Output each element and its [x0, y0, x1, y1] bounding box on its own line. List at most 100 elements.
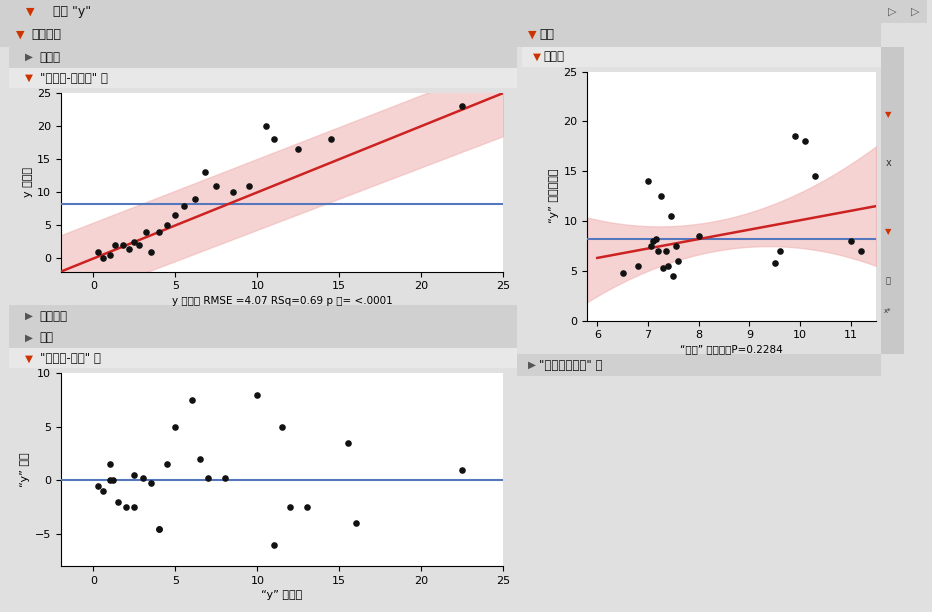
Point: [198, 168, 212, 177]
Point: [226, 187, 240, 197]
Point: [193, 454, 208, 464]
X-axis label: “药物” 杠杆率，P=0.2284: “药物” 杠杆率，P=0.2284: [680, 345, 783, 354]
Point: [185, 395, 199, 405]
Point: [144, 478, 158, 488]
Y-axis label: y 实际値: y 实际値: [22, 167, 33, 198]
Text: ▼: ▼: [24, 353, 33, 364]
Text: ▼: ▼: [26, 7, 34, 17]
Text: ▼: ▼: [885, 226, 892, 236]
Text: x: x: [885, 159, 891, 168]
Point: [103, 476, 117, 485]
Text: ▼: ▼: [528, 30, 537, 40]
Point: [111, 497, 126, 507]
Point: [127, 237, 142, 247]
Point: [643, 241, 658, 251]
Text: 回归图: 回归图: [40, 51, 61, 64]
Point: [656, 263, 671, 273]
Point: [152, 524, 167, 534]
Point: [107, 241, 122, 250]
Point: [267, 540, 281, 550]
Text: ▼: ▼: [16, 30, 24, 40]
Point: [646, 236, 661, 246]
Y-axis label: “y” 残差: “y” 残差: [21, 452, 31, 487]
Point: [258, 121, 273, 131]
Point: [144, 247, 158, 257]
Point: [349, 518, 363, 528]
Point: [808, 171, 823, 181]
Point: [116, 241, 130, 250]
Point: [152, 524, 167, 534]
Point: [648, 234, 663, 244]
Text: 杠杆图: 杠杆图: [543, 50, 565, 63]
Point: [159, 460, 174, 469]
Point: [127, 502, 142, 512]
Text: ▼: ▼: [885, 110, 892, 119]
Point: [96, 487, 111, 496]
Point: [664, 211, 678, 221]
Text: 药物: 药物: [539, 28, 554, 42]
Text: ▶: ▶: [528, 360, 536, 370]
Text: "最小二乘均值" 表: "最小二乘均值" 表: [539, 359, 603, 371]
Y-axis label: “y” 杠杆率残差: “y” 杠杆率残差: [549, 169, 559, 223]
Point: [103, 250, 117, 260]
Text: 效应汇总: 效应汇总: [40, 310, 68, 323]
Text: ▼: ▼: [24, 73, 33, 83]
Text: ▼: ▼: [533, 51, 541, 62]
Point: [767, 258, 782, 268]
Point: [640, 176, 655, 186]
Point: [90, 481, 105, 491]
Point: [630, 261, 645, 271]
Text: 失拟: 失拟: [40, 331, 54, 344]
Point: [854, 246, 869, 256]
Point: [217, 474, 232, 483]
Point: [843, 236, 858, 246]
Point: [299, 502, 314, 512]
Text: "预测值-残差" 图: "预测值-残差" 图: [40, 352, 101, 365]
Point: [209, 181, 224, 190]
Point: [138, 227, 153, 237]
Point: [152, 227, 167, 237]
Point: [96, 253, 111, 263]
Point: [168, 211, 183, 220]
Point: [668, 241, 683, 251]
Text: 药: 药: [885, 276, 890, 285]
Point: [340, 438, 355, 448]
Point: [653, 192, 668, 201]
Text: "预测值-实际值" 图: "预测值-实际值" 图: [40, 72, 108, 84]
Point: [615, 268, 630, 278]
Point: [200, 474, 215, 483]
Point: [105, 476, 120, 485]
Point: [651, 246, 665, 256]
Point: [118, 502, 133, 512]
Text: ▶: ▶: [24, 311, 33, 321]
Point: [455, 102, 470, 111]
Point: [323, 135, 338, 144]
Text: x*: x*: [884, 308, 892, 314]
Point: [187, 194, 202, 204]
Point: [267, 135, 281, 144]
Point: [692, 231, 706, 241]
X-axis label: y 预测値 RMSE =4.07 RSq=0.69 p 値= <.0001: y 预测値 RMSE =4.07 RSq=0.69 p 値= <.0001: [171, 296, 392, 305]
Point: [291, 144, 306, 154]
Text: ▶: ▶: [24, 52, 33, 62]
Point: [241, 181, 256, 190]
Point: [274, 422, 289, 432]
Point: [135, 474, 150, 483]
Point: [159, 220, 174, 230]
Point: [665, 271, 680, 281]
Point: [658, 246, 673, 256]
X-axis label: “y” 预测値: “y” 预测値: [261, 590, 303, 600]
Text: ▷: ▷: [911, 7, 920, 17]
Text: ▶: ▶: [24, 332, 33, 343]
Point: [282, 502, 297, 512]
Point: [788, 132, 802, 141]
Point: [176, 201, 191, 211]
Text: ▷: ▷: [887, 7, 897, 17]
Point: [131, 241, 146, 250]
Point: [455, 465, 470, 475]
Point: [127, 470, 142, 480]
Point: [661, 261, 676, 271]
Point: [250, 390, 265, 400]
Point: [168, 422, 183, 432]
Point: [671, 256, 686, 266]
